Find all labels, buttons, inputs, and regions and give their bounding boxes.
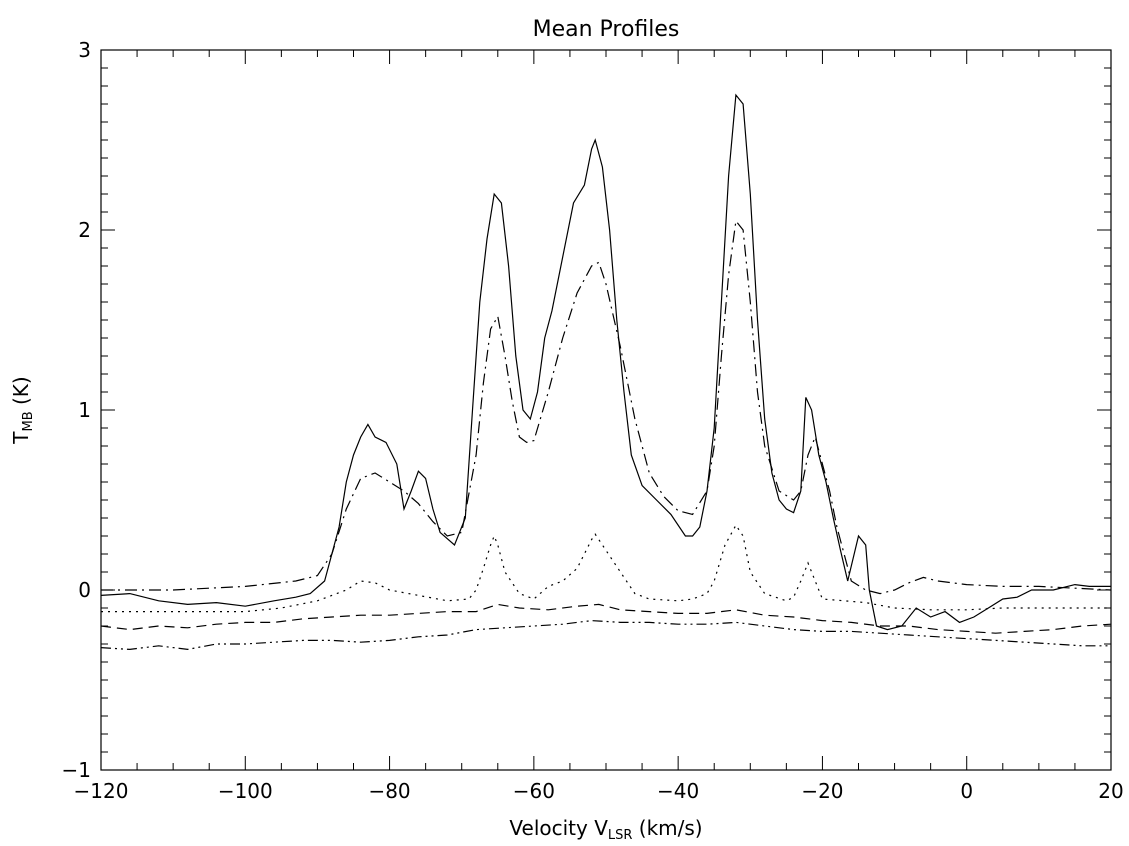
- plot-frame: [100, 49, 1112, 771]
- chart-title: Mean Profiles: [533, 17, 680, 42]
- x-tick-label: −100: [218, 779, 273, 803]
- x-axis-label-sub: LSR: [608, 828, 633, 843]
- y-tick-label: 1: [78, 398, 91, 422]
- y-tick-label: 2: [78, 218, 91, 242]
- series-group: [101, 93, 1111, 651]
- series-line-1-solid: [101, 93, 1111, 631]
- y-axis-label-main: T: [9, 431, 33, 445]
- y-tick-label: −1: [62, 758, 91, 782]
- plot-border: [100, 49, 1112, 771]
- x-tick-label: 0: [960, 779, 973, 803]
- y-axis-label: TMB (K): [9, 376, 36, 444]
- axis-ticks: [100, 49, 1112, 771]
- x-tick-label: −120: [74, 779, 129, 803]
- y-axis-label-sub: MB: [21, 411, 36, 431]
- x-tick-label: −80: [368, 779, 410, 803]
- x-tick-label: −60: [513, 779, 555, 803]
- x-axis-label: Velocity VLSR (km/s): [509, 816, 702, 843]
- y-tick-label: 3: [78, 38, 91, 62]
- x-tick-label: 20: [1098, 779, 1123, 803]
- axis-tick-labels: −120 −100 −80 −60 −40 −20 0 20 −1 0 1 2 3: [62, 38, 1124, 803]
- y-axis-label-unit: (K): [9, 376, 33, 411]
- x-axis-label-unit: (km/s): [632, 816, 702, 840]
- series-line-3-dotted: [101, 524, 1111, 613]
- x-tick-label: −20: [801, 779, 843, 803]
- series-line-2-dash-dot: [101, 219, 1111, 595]
- x-tick-label: −40: [657, 779, 699, 803]
- y-tick-label: 0: [78, 578, 91, 602]
- series-line-5-dash-dot-dot: [101, 619, 1111, 651]
- series-line-4-dashed: [101, 603, 1111, 634]
- x-axis-label-main: Velocity V: [509, 816, 608, 840]
